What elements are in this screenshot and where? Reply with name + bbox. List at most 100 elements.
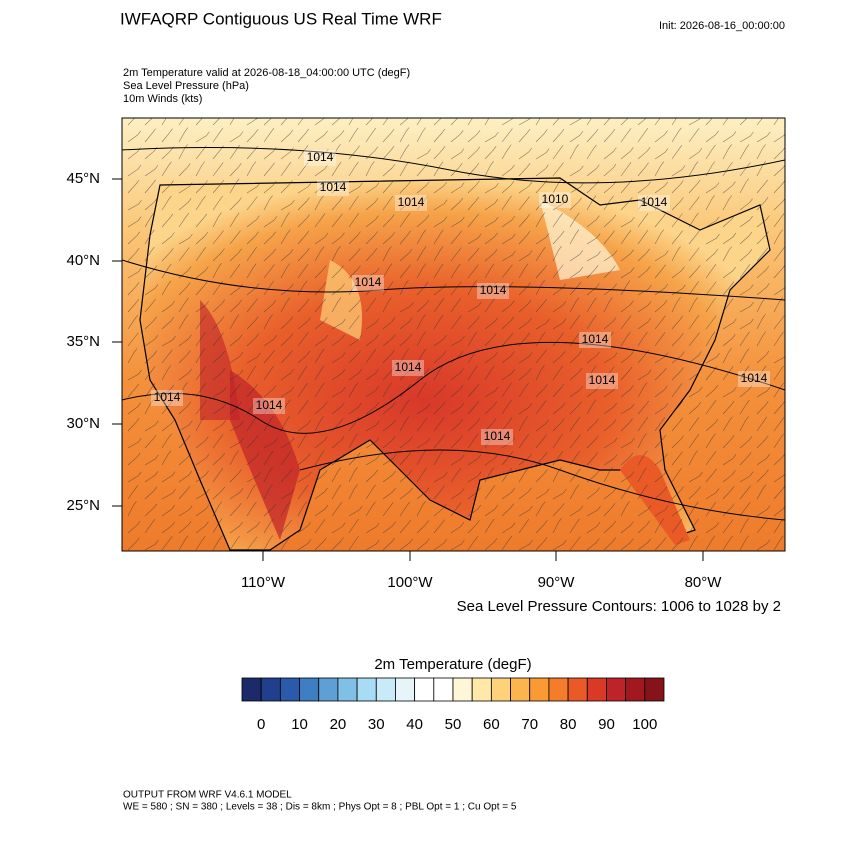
wind-barb	[756, 539, 771, 551]
wind-barb	[501, 264, 513, 279]
wind-barb	[399, 383, 412, 398]
wind-barb	[637, 284, 652, 296]
wind-barb	[569, 484, 580, 500]
wind-barb	[314, 470, 328, 483]
wind-barb	[722, 161, 733, 177]
wind-barb	[518, 519, 530, 534]
wind-barb	[756, 453, 771, 466]
wind-barb	[229, 197, 242, 211]
wind-barb	[144, 350, 158, 364]
wind-barb	[314, 365, 325, 381]
wind-barb	[127, 314, 139, 330]
wind-barb	[620, 267, 635, 279]
wind-barb	[450, 216, 465, 228]
wind-barb	[127, 165, 142, 177]
wind-barb	[263, 195, 273, 211]
wind-barb	[756, 505, 771, 517]
wind-barb	[161, 161, 172, 177]
wind-barb	[331, 180, 344, 194]
lat-label: 35°N	[66, 333, 100, 350]
wind-barb	[722, 144, 732, 160]
wind-barb	[178, 297, 189, 313]
wind-barb	[195, 231, 209, 245]
wind-barb	[229, 535, 240, 551]
wind-barb	[314, 504, 329, 517]
wind-barb	[195, 315, 207, 330]
contour-label-box	[477, 283, 509, 299]
wind-barb	[756, 197, 769, 211]
wind-barb	[348, 417, 360, 432]
wind-barb	[297, 162, 309, 177]
wind-barb	[195, 488, 210, 500]
map-area: 1014 1014 1014 1010 1014 1014 1014 1014 1014 1014…	[122, 118, 785, 551]
wind-barb	[399, 469, 413, 483]
wind-barb	[229, 283, 243, 296]
wind-barb	[399, 230, 411, 245]
wind-barb	[416, 382, 427, 398]
wind-barb	[399, 451, 412, 466]
wind-barb	[297, 382, 309, 398]
wind-barb	[212, 280, 224, 296]
wind-barb	[161, 128, 173, 143]
wind-barb	[552, 418, 565, 432]
wind-barb	[756, 247, 768, 262]
wind-barb	[382, 163, 396, 177]
wind-barb	[280, 416, 290, 432]
wind-barb	[603, 317, 617, 330]
wind-barb	[229, 488, 244, 500]
wind-barb	[416, 348, 427, 364]
wind-barb	[450, 182, 465, 194]
contour-line	[122, 341, 785, 434]
wind-barb	[756, 365, 767, 381]
wind-barb	[637, 349, 650, 364]
wind-barb	[637, 301, 652, 313]
wind-barb	[280, 350, 293, 364]
wind-barb	[552, 402, 566, 415]
wind-barb	[671, 486, 684, 500]
wind-barb	[450, 468, 462, 483]
wind-barb	[518, 230, 531, 245]
wind-barb	[671, 118, 677, 126]
wind-barb	[603, 250, 618, 262]
wind-barb	[263, 437, 278, 449]
wind-barb	[637, 147, 651, 160]
wind-barb	[671, 297, 681, 313]
wind-barb	[773, 417, 785, 432]
wind-barb	[569, 450, 581, 466]
wind-barb	[620, 452, 634, 466]
wind-barb	[314, 118, 325, 126]
wind-barb	[467, 365, 478, 381]
wind-barb	[603, 230, 615, 245]
wind-barb	[280, 519, 292, 534]
wind-barb	[263, 162, 275, 177]
wind-barb	[212, 299, 225, 313]
wind-barb	[569, 350, 582, 364]
wind-barb	[178, 127, 189, 143]
wind-barb	[756, 331, 767, 347]
wind-barb	[654, 130, 668, 143]
wind-barb	[518, 263, 529, 279]
wind-barb	[484, 216, 499, 228]
wind-barb	[501, 215, 516, 228]
wind-barb	[144, 486, 158, 500]
wind-barb	[739, 162, 751, 177]
wind-barb	[314, 537, 327, 551]
wind-barb	[569, 297, 580, 313]
wind-barb	[297, 264, 309, 279]
wind-barb	[467, 487, 481, 500]
wind-barb	[603, 537, 616, 551]
wind-barb	[433, 314, 444, 330]
wind-barb	[586, 265, 599, 279]
wind-barb	[688, 486, 701, 500]
wind-barb	[280, 229, 291, 245]
wind-barb	[280, 212, 290, 228]
wind-barb	[365, 231, 378, 245]
wind-barb	[620, 403, 635, 415]
wind-barb	[263, 503, 277, 517]
wind-barb	[654, 264, 666, 279]
wind-barb	[450, 435, 463, 449]
wind-barb	[688, 148, 703, 160]
wind-barb	[722, 519, 734, 534]
wind-barb	[705, 297, 716, 313]
colorbar-title: 2m Temperature (degF)	[374, 656, 531, 673]
